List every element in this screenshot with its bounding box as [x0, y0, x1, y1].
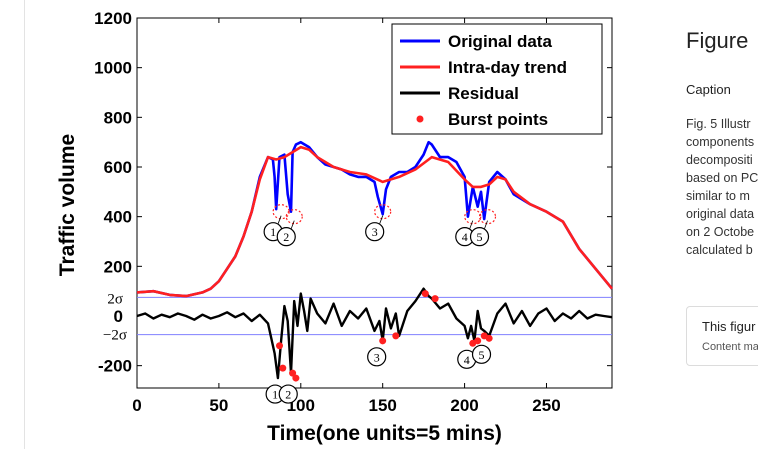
annotation-label: 3: [372, 225, 378, 239]
x-axis-label: Time(one units=5 mins): [267, 422, 502, 445]
figure-image[interactable]: -200 200 400 600 800 1000 1200 0 2σ −2σ 0 50 100 150 2…: [40, 0, 630, 449]
annotation-marker: [471, 344, 492, 364]
burst-point: [276, 342, 283, 350]
sigma-lower-label: −2σ: [103, 328, 127, 344]
annotation-label: 5: [477, 230, 483, 244]
annotation-label: 1: [272, 388, 278, 402]
burst-point: [289, 369, 297, 377]
annotation-leader: [277, 215, 282, 224]
license-notice[interactable]: This figur Content ma: [686, 306, 758, 366]
intra-day-trend-line: [136, 145, 614, 298]
license-notice-text: This figur: [702, 319, 756, 334]
annotation-label: 2: [283, 230, 289, 244]
burst-point: [279, 364, 287, 372]
caption-line: original data: [686, 207, 755, 221]
caption-line: based on PC: [686, 171, 758, 185]
legend-label: Intra-day trend: [448, 58, 567, 77]
x-tick-label: 150: [369, 396, 397, 415]
y-tick-label: 200: [104, 257, 132, 276]
caption-text: Fig. 5 Illustr components decompositi ba…: [686, 115, 758, 259]
annotation-label: 1: [270, 225, 276, 239]
y-tick-label: 1200: [94, 9, 132, 28]
x-tick-label: 250: [532, 396, 560, 415]
side-panel: Figure Caption Fig. 5 Illustr components…: [686, 0, 758, 449]
annotation-label: 3: [374, 350, 380, 364]
license-notice-subtext: Content ma: [702, 341, 758, 353]
burst-point: [292, 374, 300, 382]
annotation-label: 5: [479, 348, 485, 362]
annotation-marker: [278, 384, 298, 404]
legend-label: Burst points: [448, 110, 548, 129]
annotation-leader: [379, 215, 384, 224]
burst-highlight-circle: [464, 209, 482, 225]
burst-point: [474, 337, 482, 345]
burst-point: [379, 337, 387, 345]
y-tick-label: 600: [104, 158, 132, 177]
y-tick-label: 400: [104, 208, 132, 227]
burst-highlight-circle: [478, 209, 497, 225]
x-tick-label: 0: [132, 396, 141, 415]
legend-label: Original data: [448, 32, 552, 51]
annotation-leader: [290, 220, 295, 229]
annotation-leader: [469, 220, 474, 229]
annotation-marker: [367, 347, 387, 367]
caption-line: components: [686, 135, 755, 149]
y-tick-label: -200: [98, 357, 132, 376]
y-tick-label: 800: [104, 108, 132, 127]
caption-label: Caption: [686, 82, 731, 97]
burst-point: [421, 290, 429, 298]
caption-line: Fig. 5 Illustr: [686, 117, 751, 131]
annotation-marker: [276, 227, 296, 247]
caption-line: decompositi: [686, 153, 753, 167]
legend-swatch-burst: [416, 115, 424, 123]
burst-point: [485, 334, 493, 342]
annotation-marker: [365, 222, 385, 242]
burst-point: [431, 295, 439, 303]
residual-line: [136, 287, 613, 380]
legend-label: Residual: [448, 84, 519, 103]
sigma-upper-label: 2σ: [107, 291, 123, 307]
y-tick-label: 1000: [94, 59, 132, 78]
annotation-label: 4: [464, 353, 470, 367]
burst-point: [392, 332, 400, 340]
burst-highlight-circle: [374, 204, 392, 220]
caption-line: on 2 Octobe: [686, 225, 755, 239]
annotation-label: 4: [462, 230, 468, 244]
y-tick-label: 0: [114, 307, 123, 326]
annotation-leader: [484, 220, 488, 229]
burst-highlight-circle: [285, 209, 303, 225]
caption-line: calculated b: [686, 243, 753, 257]
annotation-label: 2: [285, 388, 291, 402]
figure-heading: Figure: [686, 28, 749, 53]
caption-line: similar to m: [686, 189, 750, 203]
x-tick-label: 200: [450, 396, 478, 415]
x-tick-label: 50: [209, 396, 228, 415]
left-divider: [24, 0, 25, 449]
y-axis-label: Traffic volume: [56, 134, 79, 276]
annotation-marker: [469, 227, 490, 247]
